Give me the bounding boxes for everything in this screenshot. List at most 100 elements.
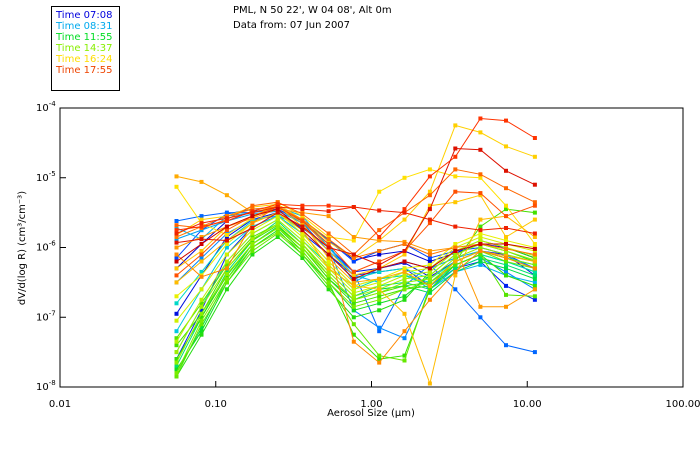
data-point bbox=[427, 221, 432, 226]
data-point bbox=[377, 259, 382, 264]
data-point bbox=[326, 249, 331, 253]
data-point bbox=[174, 294, 179, 299]
data-point bbox=[326, 280, 331, 285]
data-point bbox=[224, 235, 229, 239]
data-point bbox=[377, 301, 382, 306]
data-point bbox=[504, 259, 508, 264]
legend-entry: Time 11:55 bbox=[56, 32, 113, 43]
data-point bbox=[199, 242, 204, 246]
data-point bbox=[275, 235, 280, 239]
data-point bbox=[351, 280, 356, 285]
data-point bbox=[478, 231, 483, 236]
data-point bbox=[453, 266, 458, 271]
data-point bbox=[402, 358, 407, 363]
data-point bbox=[250, 221, 255, 226]
data-point bbox=[504, 118, 508, 123]
data-point bbox=[351, 283, 356, 288]
data-point bbox=[174, 219, 179, 223]
data-point bbox=[532, 203, 537, 208]
x-tick-label: 0.10 bbox=[205, 399, 227, 410]
data-point bbox=[300, 224, 305, 229]
data-point bbox=[199, 252, 204, 257]
data-point bbox=[504, 235, 508, 239]
data-point bbox=[377, 208, 382, 213]
y-axis-label: dV/d(log R) (cm³/cm⁻³) bbox=[17, 191, 28, 305]
data-point bbox=[402, 311, 407, 316]
data-point bbox=[174, 256, 179, 260]
data-point bbox=[351, 273, 356, 278]
data-point bbox=[427, 207, 432, 212]
data-point bbox=[377, 329, 382, 334]
y-tick-label: 10-6 bbox=[36, 240, 56, 254]
data-point bbox=[275, 228, 280, 233]
data-point bbox=[478, 130, 483, 135]
data-point bbox=[504, 256, 508, 260]
data-point bbox=[326, 256, 331, 260]
data-point bbox=[351, 308, 356, 313]
data-point bbox=[250, 216, 255, 221]
data-point bbox=[351, 290, 356, 295]
data-point bbox=[532, 154, 537, 159]
data-point bbox=[174, 259, 179, 264]
data-point bbox=[504, 262, 508, 267]
data-point bbox=[532, 276, 537, 281]
data-point bbox=[377, 189, 382, 194]
data-point bbox=[504, 144, 508, 149]
data-point bbox=[199, 332, 204, 337]
data-point bbox=[478, 172, 483, 177]
data-point bbox=[402, 259, 407, 264]
data-point bbox=[377, 357, 382, 362]
data-point bbox=[402, 287, 407, 292]
data-point bbox=[174, 357, 179, 362]
data-point bbox=[427, 280, 432, 285]
data-point bbox=[199, 256, 204, 260]
data-point bbox=[300, 231, 305, 236]
series-line bbox=[174, 146, 537, 267]
data-point bbox=[427, 259, 432, 264]
y-tick-label: 10-4 bbox=[36, 100, 56, 114]
data-point bbox=[351, 332, 356, 337]
data-point bbox=[250, 242, 255, 246]
data-point bbox=[402, 276, 407, 281]
data-point bbox=[326, 235, 331, 239]
data-point bbox=[377, 283, 382, 288]
data-point bbox=[532, 136, 537, 140]
data-point bbox=[326, 245, 331, 250]
data-point bbox=[174, 339, 179, 344]
data-point bbox=[174, 184, 179, 189]
data-point bbox=[300, 203, 305, 208]
data-point bbox=[326, 273, 331, 278]
data-point bbox=[275, 200, 280, 205]
data-point bbox=[377, 266, 382, 271]
data-point bbox=[326, 262, 331, 267]
data-point bbox=[250, 231, 255, 236]
data-point bbox=[300, 214, 305, 219]
data-point bbox=[478, 175, 483, 180]
data-point bbox=[504, 292, 508, 297]
site-location-text: PML, N 50 22', W 04 08', Alt 0m bbox=[233, 5, 392, 16]
data-point bbox=[300, 242, 305, 246]
data-point bbox=[453, 245, 458, 250]
data-point bbox=[199, 249, 204, 253]
data-point bbox=[275, 214, 280, 219]
data-point bbox=[174, 266, 179, 271]
data-point bbox=[377, 235, 382, 239]
legend-entry: Time 14:37 bbox=[56, 43, 113, 54]
data-point bbox=[174, 364, 179, 369]
data-point bbox=[199, 297, 204, 302]
data-point bbox=[532, 246, 537, 251]
legend-entry: Time 16:24 bbox=[56, 54, 113, 65]
data-point bbox=[427, 249, 432, 253]
data-point bbox=[275, 205, 280, 209]
data-point bbox=[224, 259, 229, 264]
data-point bbox=[532, 256, 537, 260]
data-point bbox=[453, 146, 458, 151]
data-point bbox=[402, 242, 407, 246]
data-point bbox=[300, 207, 305, 212]
data-point bbox=[504, 253, 508, 258]
data-point bbox=[427, 290, 432, 295]
data-point bbox=[377, 262, 382, 267]
data-point bbox=[402, 210, 407, 215]
y-tick-label: 10-8 bbox=[36, 379, 56, 393]
data-point bbox=[377, 290, 382, 295]
